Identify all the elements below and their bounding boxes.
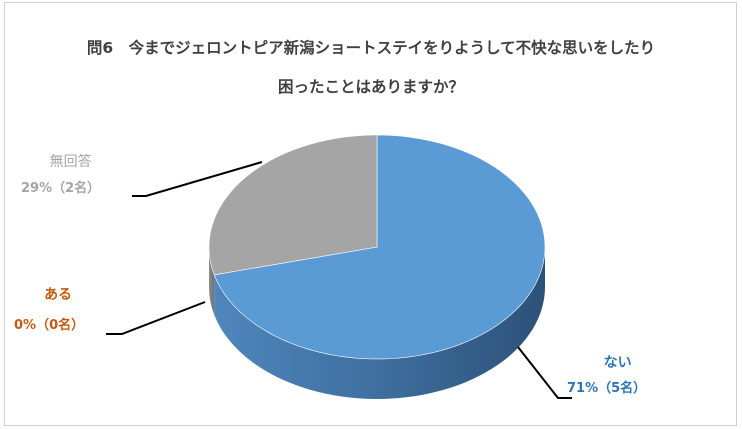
slice-name-nai: ない (603, 355, 632, 371)
pie-slice-2 (208, 134, 378, 276)
slice-value-mukaito: 29%（2名） (21, 181, 101, 196)
pie-slice-0 (213, 134, 546, 360)
leader-line-aru (106, 301, 206, 335)
slice-label-nai: ない 71%（5名） (567, 353, 646, 399)
pie-side-0 (214, 247, 545, 399)
chart-title-line-2: 困ったことはありますか？ (277, 78, 464, 96)
slice-label-aru: ある 0%（0名） (14, 285, 84, 336)
slice-label-mukaito: 無回答 29%（2名） (21, 152, 100, 199)
leader-line-nai (517, 346, 572, 399)
slice-value-aru: 0%（0名） (14, 318, 85, 333)
chart-title-line-1: 問6 今までジェロントピア新潟ショートステイをりようして不快な思いをしたり (86, 39, 656, 57)
slice-name-mukaito: 無回答 (49, 154, 92, 170)
slice-name-aru: ある (44, 287, 73, 303)
pie-side-2 (209, 247, 215, 315)
slice-value-nai: 71%（5名） (567, 381, 647, 396)
leader-line-mukaito (132, 161, 263, 197)
